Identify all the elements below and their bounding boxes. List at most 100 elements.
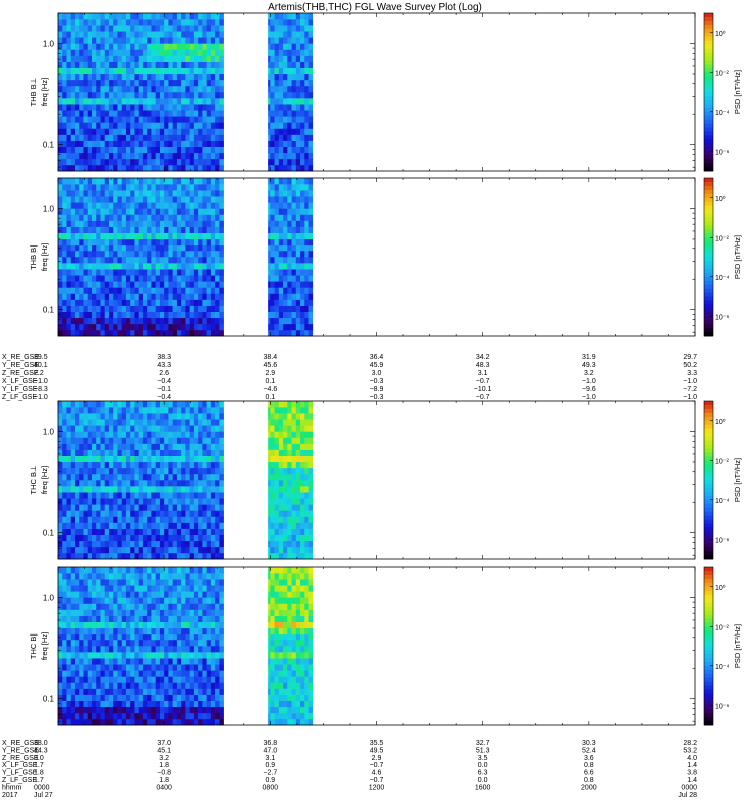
spectrogram-cell	[91, 275, 97, 282]
spectrogram-cell	[96, 603, 101, 610]
spectrogram-cell	[83, 98, 89, 105]
spectrogram-cell	[210, 480, 216, 487]
spectrogram-cell	[79, 49, 84, 56]
spectrogram-cell	[62, 591, 67, 598]
spectrogram-cell	[100, 573, 106, 580]
spectrogram-cell	[117, 25, 122, 32]
spectrogram-cell	[62, 516, 67, 523]
spectrogram-cell	[270, 522, 275, 529]
spectrogram-cell	[104, 158, 110, 166]
spectrogram-cell	[159, 122, 165, 129]
spectrogram-cell	[147, 269, 152, 276]
spectrogram-cell	[104, 196, 110, 203]
spectrogram-cell	[168, 146, 173, 154]
spectrogram-cell	[121, 178, 127, 185]
spectrogram-cell	[308, 92, 314, 99]
spectrogram-cell	[130, 718, 135, 726]
spectrogram-cell	[142, 425, 148, 432]
spectrogram-cell	[198, 250, 203, 258]
spectrogram-cell	[66, 92, 72, 99]
spectrogram-cell	[189, 128, 195, 135]
spectrogram-cell	[155, 461, 161, 469]
spectrogram-cell	[168, 504, 173, 511]
spectrogram-cell	[172, 49, 178, 56]
spectrogram-cell	[278, 178, 284, 185]
spectrogram-cell	[125, 480, 131, 487]
spectrogram-cell	[58, 449, 63, 456]
spectrogram-cell	[117, 226, 122, 233]
spectrogram-cell	[202, 164, 207, 172]
spectrogram-cell	[300, 413, 305, 420]
colorbar-segment	[704, 92, 713, 97]
spectrogram-cell	[304, 250, 309, 258]
spectrogram-cell	[108, 682, 114, 689]
spectrogram-cell	[287, 323, 292, 331]
spectrogram-cell	[62, 425, 67, 432]
spectrogram-cell	[300, 516, 305, 523]
spectrogram-cell	[168, 238, 173, 246]
spectrogram-cell	[295, 214, 301, 221]
spectrogram-cell	[130, 178, 135, 185]
spectrogram-cell	[202, 281, 207, 288]
spectrogram-cell	[202, 178, 207, 185]
spectrogram-cell	[210, 407, 216, 414]
spectrogram-cell	[66, 516, 72, 523]
spectrogram-cell	[117, 250, 122, 258]
spectrogram-cell	[83, 158, 89, 166]
spectrogram-cell	[138, 61, 144, 68]
spectrogram-cell	[138, 37, 144, 44]
spectrogram-cell	[104, 287, 110, 294]
spectrogram-cell	[108, 492, 114, 499]
spectrogram-cell	[202, 98, 207, 105]
spectrogram-cell	[134, 621, 139, 629]
spectrogram-cell	[96, 682, 101, 689]
spectrogram-cell	[74, 202, 80, 209]
colorbar-segment	[704, 420, 713, 426]
spectrogram-cell	[295, 25, 301, 32]
spectrogram-cell	[125, 579, 131, 586]
spectrogram-cell	[176, 407, 182, 414]
spectrogram-cell	[70, 573, 76, 580]
spectrogram-cell	[104, 510, 110, 517]
spectrogram-cell	[117, 19, 122, 26]
spectrogram-cell	[219, 25, 224, 32]
spectrogram-cell	[210, 546, 216, 554]
spectrogram-cell	[74, 700, 80, 708]
spectrogram-cell	[215, 214, 220, 221]
spectrogram-cell	[66, 486, 72, 493]
spectrogram-cell	[283, 263, 288, 270]
spectrogram-cell	[147, 516, 152, 523]
spectrogram-cell	[155, 122, 161, 129]
spectrogram-cell	[58, 652, 63, 659]
spectrogram-cell	[138, 639, 144, 647]
spectrogram-cell	[100, 79, 106, 87]
spectrogram-cell	[210, 510, 216, 517]
spectrogram-cell	[159, 37, 165, 44]
spectrogram-cell	[125, 317, 131, 325]
spectrogram-cell	[274, 480, 280, 487]
spectrogram-cell	[58, 55, 63, 62]
spectrogram-cell	[270, 269, 275, 276]
spectrogram-cell	[104, 92, 110, 99]
spectrogram-cell	[142, 232, 148, 240]
spectrogram-cell	[58, 257, 63, 264]
spectrogram-cell	[83, 73, 89, 81]
spectrogram-cell	[291, 413, 297, 420]
spectrogram-cell	[176, 208, 182, 215]
spectrogram-cell	[219, 238, 224, 246]
spectrogram-cell	[198, 104, 203, 111]
spectrogram-cell	[130, 202, 135, 209]
spectrogram-cell	[176, 498, 182, 505]
spectrogram-cell	[193, 311, 199, 319]
spectrogram-cell	[168, 214, 173, 221]
spectrogram-cell	[159, 140, 165, 147]
spectrogram-cell	[206, 299, 212, 306]
spectrogram-cell	[125, 275, 131, 282]
spectrogram-cell	[185, 37, 190, 44]
spectrogram-cell	[117, 552, 122, 560]
spectrogram-cell	[83, 676, 89, 683]
spectrogram-cell	[185, 146, 190, 154]
spectrogram-cell	[164, 263, 169, 270]
spectrogram-cell	[185, 293, 190, 300]
spectrogram-cell	[291, 85, 297, 93]
